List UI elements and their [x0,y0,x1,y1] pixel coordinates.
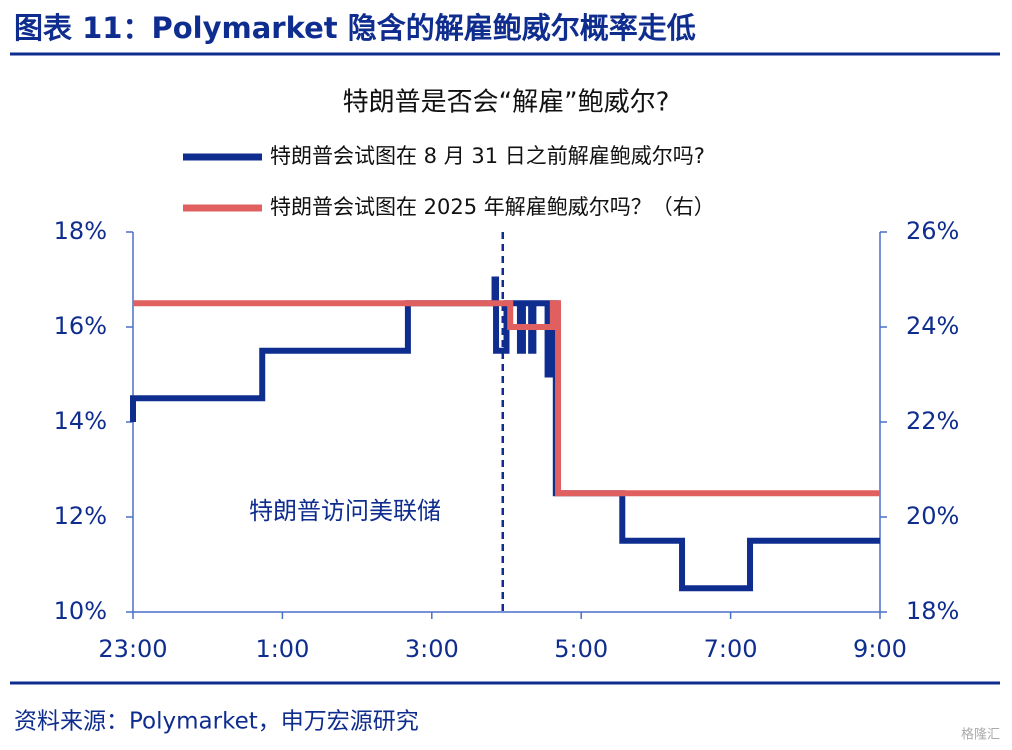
x-tick-label: 23:00 [98,635,167,663]
y2-tick-label: 20% [906,502,959,530]
y-tick-label: 16% [54,312,107,340]
y-tick-label: 10% [54,597,107,625]
watermark: 格隆汇 [961,727,1000,743]
figure-caption: 图表 11：Polymarket 隐含的解雇鲍威尔概率走低 [14,11,696,45]
series-line [133,300,880,497]
y2-tick-label: 24% [906,312,959,340]
y-tick-label: 12% [54,502,107,530]
y2-tick-label: 22% [906,407,959,435]
x-tick-label: 9:00 [853,635,907,663]
event-label: 特朗普访问美联储 [249,497,441,525]
x-tick-label: 5:00 [554,635,608,663]
x-tick-label: 7:00 [704,635,758,663]
chart-title: 特朗普是否会“解雇”鲍威尔? [343,88,670,118]
y-tick-label: 18% [54,217,107,245]
x-tick-label: 3:00 [405,635,459,663]
y2-tick-label: 26% [906,217,959,245]
source-note: 资料来源：Polymarket，申万宏源研究 [14,709,419,735]
legend-label: 特朗普会试图在 8 月 31 日之前解雇鲍威尔吗? [270,144,705,168]
x-tick-label: 1:00 [255,635,309,663]
legend-label: 特朗普会试图在 2025 年解雇鲍威尔吗？（右） [270,195,715,219]
y2-tick-label: 18% [906,597,959,625]
series-line [130,276,880,592]
y-tick-label: 14% [54,407,107,435]
